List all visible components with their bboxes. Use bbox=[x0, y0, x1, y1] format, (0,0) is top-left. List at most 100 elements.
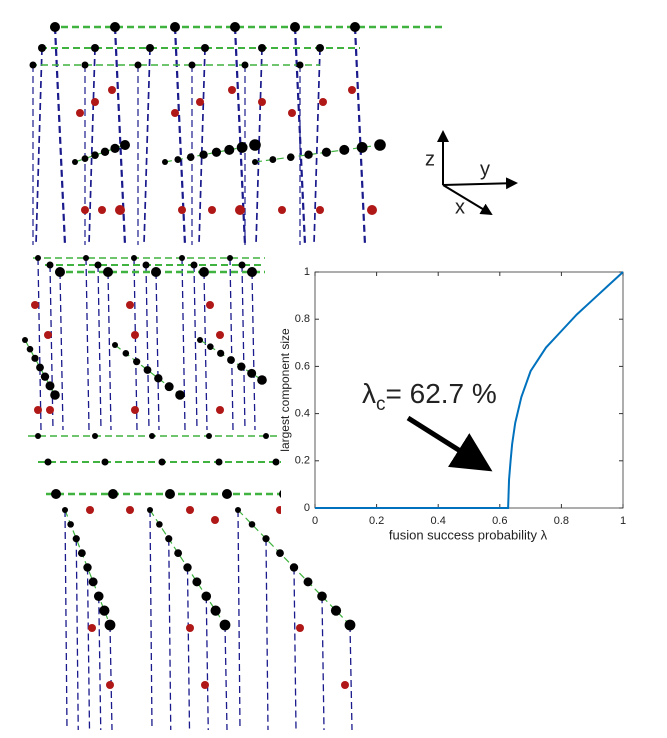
x-tick-label: 0 bbox=[312, 515, 318, 527]
blue-bond bbox=[313, 47, 321, 246]
black-node bbox=[81, 155, 89, 163]
black-node bbox=[35, 433, 41, 439]
red-node bbox=[31, 301, 39, 309]
red-node bbox=[86, 506, 94, 514]
black-node bbox=[236, 142, 248, 153]
blue-bond bbox=[224, 624, 228, 731]
black-node bbox=[344, 619, 356, 631]
black-node bbox=[199, 267, 209, 277]
black-node bbox=[100, 147, 110, 156]
chart-panel bbox=[281, 250, 661, 546]
black-node bbox=[374, 139, 386, 151]
blue-bond bbox=[109, 624, 113, 731]
black-node bbox=[321, 147, 332, 157]
x-tick-label: 0.8 bbox=[554, 515, 569, 527]
blue-bond bbox=[35, 47, 43, 246]
black-node bbox=[263, 433, 269, 439]
black-node bbox=[101, 458, 109, 466]
black-node bbox=[158, 458, 166, 466]
red-node bbox=[341, 681, 349, 689]
black-node bbox=[45, 381, 55, 391]
black-node bbox=[99, 605, 110, 616]
black-node bbox=[134, 61, 142, 69]
blue-bond bbox=[86, 567, 91, 731]
red-node bbox=[108, 86, 116, 94]
red-node bbox=[126, 301, 134, 309]
black-node bbox=[249, 139, 261, 151]
y-axis bbox=[442, 177, 518, 190]
annotation-arrow bbox=[406, 415, 493, 472]
red-node bbox=[211, 516, 219, 524]
black-node bbox=[26, 345, 34, 353]
black-node bbox=[339, 144, 350, 155]
black-node bbox=[170, 22, 180, 32]
red-node bbox=[316, 206, 324, 214]
black-node bbox=[303, 577, 313, 587]
red-node bbox=[201, 681, 209, 689]
red-node bbox=[34, 406, 42, 414]
x-tick-label: 0.4 bbox=[431, 515, 446, 527]
black-node bbox=[317, 591, 327, 602]
blue-bond bbox=[293, 567, 297, 731]
red-node bbox=[106, 681, 114, 689]
black-node bbox=[131, 255, 137, 261]
blue-bond bbox=[241, 264, 246, 431]
red-node bbox=[115, 205, 125, 215]
black-node bbox=[188, 61, 196, 69]
blue-bond bbox=[59, 271, 64, 431]
black-node bbox=[272, 458, 280, 466]
red-node bbox=[367, 205, 377, 215]
red-node bbox=[88, 624, 96, 632]
black-node bbox=[81, 61, 89, 69]
y-tick-label: 0.8 bbox=[295, 313, 310, 325]
black-node bbox=[238, 261, 246, 269]
red-node bbox=[98, 206, 106, 214]
black-node bbox=[72, 535, 80, 543]
blue-bond bbox=[193, 264, 198, 431]
red-node bbox=[186, 506, 194, 514]
black-node bbox=[230, 22, 240, 32]
black-node bbox=[146, 44, 154, 52]
axes-triad: z y x bbox=[425, 130, 518, 218]
black-node bbox=[103, 267, 113, 277]
black-node bbox=[356, 142, 368, 153]
x-tick-label: 0.2 bbox=[369, 515, 384, 527]
black-node bbox=[215, 458, 223, 466]
annotation-subscript: c bbox=[376, 394, 386, 415]
black-node bbox=[122, 350, 130, 357]
black-node bbox=[262, 535, 270, 543]
red-node bbox=[319, 98, 327, 106]
red-node bbox=[235, 205, 245, 215]
black-node bbox=[31, 354, 39, 362]
black-node bbox=[46, 261, 54, 269]
black-node bbox=[290, 22, 300, 32]
black-node bbox=[206, 433, 212, 439]
black-node bbox=[162, 159, 168, 165]
black-node bbox=[133, 358, 141, 366]
blue-bond bbox=[85, 257, 90, 431]
blue-bond bbox=[265, 538, 269, 731]
red-node bbox=[178, 206, 186, 214]
blue-bond bbox=[49, 264, 54, 431]
black-node bbox=[149, 433, 155, 439]
red-node bbox=[126, 506, 134, 514]
black-node bbox=[179, 255, 185, 261]
blue-bond bbox=[181, 257, 186, 431]
y-tick-label: 0.4 bbox=[295, 408, 310, 420]
black-node bbox=[296, 61, 304, 69]
black-node bbox=[35, 255, 41, 261]
x-tick-label: 1 bbox=[620, 515, 626, 527]
black-node bbox=[201, 44, 209, 52]
blue-bond bbox=[186, 567, 191, 731]
black-node bbox=[269, 156, 277, 163]
black-node bbox=[241, 61, 249, 69]
y-tick-label: 0.6 bbox=[295, 360, 310, 372]
data-line bbox=[315, 271, 624, 509]
black-node bbox=[276, 549, 284, 558]
black-node bbox=[92, 433, 98, 439]
black-node bbox=[316, 44, 324, 52]
black-node bbox=[227, 255, 233, 261]
blue-bond bbox=[53, 26, 67, 246]
blue-bond bbox=[198, 47, 206, 246]
